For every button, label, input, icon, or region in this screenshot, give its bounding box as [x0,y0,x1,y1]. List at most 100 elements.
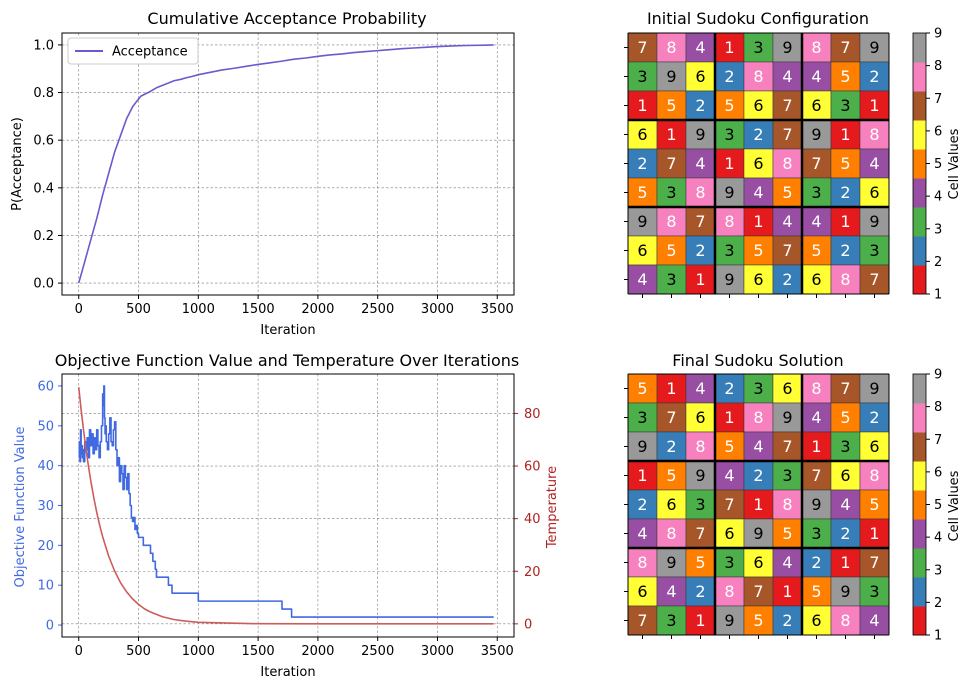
sudoku-cell-value: 4 [811,408,821,427]
sudoku-cell-value: 3 [753,38,763,57]
sudoku-cell-value: 1 [724,408,734,427]
colorbar-segment [913,33,926,63]
sudoku-cell-value: 7 [782,125,792,144]
sudoku-cell-value: 8 [724,212,734,231]
objective-chart: Objective Function Value and Temperature… [13,351,560,680]
sudoku-cell-value: 8 [666,38,676,57]
sudoku-cell-value: 4 [811,67,821,86]
sudoku-cell [656,148,687,179]
sudoku-cell-value: 3 [724,241,734,260]
sudoku-cell-value: 7 [724,495,734,514]
sudoku-cell-value: 9 [637,212,647,231]
sudoku-cell [743,576,774,607]
colorbar-tick-label: 2 [934,255,942,270]
x-tick-label: 3500 [481,644,514,659]
sudoku-cell-value: 2 [811,553,821,572]
sudoku-cell-value: 1 [811,437,821,456]
sudoku-cell [656,518,687,549]
sudoku-cell [743,119,774,150]
y-tick-label: 20 [37,539,54,554]
sudoku-cell [743,402,774,433]
sudoku-cell-value: 2 [840,241,850,260]
sudoku-cell [656,547,687,578]
x-tick-label: 2000 [301,644,334,659]
sudoku-cell-value: 1 [840,553,850,572]
sudoku-cell-value: 1 [840,212,850,231]
sudoku-cell-value: 2 [840,524,850,543]
y-tick-label: 10 [37,579,54,594]
sudoku-cell [685,605,716,636]
y2-tick-label: 20 [524,565,541,580]
sudoku-cell [772,148,803,179]
sudoku-cell-value: 9 [782,408,792,427]
sudoku-cell-value: 1 [666,379,676,398]
x-tick-label: 0 [75,302,83,317]
sudoku-cell [656,402,687,433]
sudoku-cell-value: 1 [753,212,763,231]
y-tick-label: 30 [37,499,54,514]
sudoku-cell [859,431,890,462]
sudoku-cell-value: 5 [724,437,734,456]
colorbar-tick-label: 7 [934,92,942,107]
colorbar-segment [913,606,926,636]
sudoku-cell [685,148,716,179]
sudoku-cell [656,489,687,520]
sudoku-cell-value: 3 [724,553,734,572]
sudoku-cell-value: 3 [724,125,734,144]
sudoku-cell-value: 3 [666,183,676,202]
sudoku-cell-value: 6 [811,96,821,115]
sudoku-cell-value: 4 [637,270,647,289]
sudoku-cell-value: 4 [724,466,734,485]
sudoku-cell-value: 2 [724,379,734,398]
sudoku-cell-value: 9 [869,212,879,231]
y2-tick-label: 80 [524,407,541,422]
sudoku-cell [772,431,803,462]
sudoku-cell-value: 2 [782,270,792,289]
sudoku-cell-value: 3 [637,67,647,86]
sudoku-cell-value: 1 [666,125,676,144]
sudoku-cell [801,460,832,491]
sudoku-cell [830,402,861,433]
sudoku-cell [859,119,890,150]
sudoku-cell [830,518,861,549]
sudoku-cell-value: 5 [782,524,792,543]
sudoku-cell-value: 3 [666,270,676,289]
sudoku-cell [743,518,774,549]
y-tick-label: 50 [37,419,54,434]
sudoku-cell-value: 3 [811,524,821,543]
colorbar-tick-label: 1 [934,288,942,303]
sudoku-cell [772,576,803,607]
initial-sudoku-chart: Initial Sudoku Configuration 7 8 4 1 3 9 8 7 93 9… [624,9,962,303]
sudoku-cell [772,264,803,295]
sudoku-cell-value: 5 [782,183,792,202]
acceptance-ylabel: P(Acceptance) [10,117,25,211]
x-tick-label: 2500 [361,644,394,659]
initial-sudoku-title: Initial Sudoku Configuration [647,9,869,28]
colorbar-segment [913,265,926,295]
x-tick-label: 1000 [182,644,215,659]
sudoku-cell [714,547,745,578]
sudoku-cell-value: 4 [840,495,850,514]
final-colorbar-label: Cell Values [947,470,962,541]
colorbar-segment [913,91,926,121]
sudoku-cell-value: 6 [724,524,734,543]
sudoku-cell [859,518,890,549]
sudoku-cell-value: 3 [666,611,676,630]
sudoku-cell-value: 6 [753,270,763,289]
colorbar-tick-label: 4 [934,531,942,546]
sudoku-cell-value: 9 [753,524,763,543]
sudoku-cell-value: 5 [753,241,763,260]
sudoku-cell [859,90,890,121]
sudoku-cell-value: 9 [724,270,734,289]
sudoku-cell-value: 7 [695,212,705,231]
sudoku-cell-value: 5 [666,466,676,485]
sudoku-cell-value: 9 [811,125,821,144]
sudoku-cell [714,32,745,63]
x-tick-label: 500 [126,302,151,317]
colorbar-tick-label: 6 [934,465,942,480]
colorbar-tick-label: 4 [934,190,942,205]
sudoku-cell-value: 1 [869,96,879,115]
sudoku-cell [830,119,861,150]
sudoku-cell [656,177,687,208]
sudoku-cell-value: 5 [811,582,821,601]
